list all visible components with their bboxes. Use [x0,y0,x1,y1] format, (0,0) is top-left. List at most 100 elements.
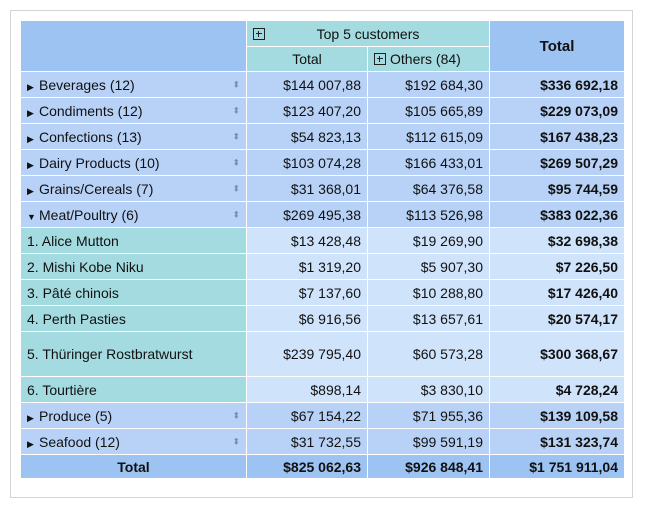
sort-icon[interactable]: ⬍ [232,209,240,219]
product-others-cell: $3 830,10 [368,377,490,403]
collapsed-arrow-icon[interactable]: ▶ [27,412,34,423]
others-cell: $71 955,36 [368,403,490,429]
product-others-cell: $19 269,90 [368,228,490,254]
product-grand-cell: $20 574,17 [490,306,625,332]
grand-total-cell: $131 323,74 [490,429,625,455]
total-cell: $67 154,22 [247,403,368,429]
sort-icon[interactable]: ⬍ [232,183,240,193]
product-label: 3. Pâté chinois [21,280,247,306]
sort-icon[interactable]: ⬍ [232,410,240,420]
others-cell: $113 526,98 [368,202,490,228]
product-others-cell: $13 657,61 [368,306,490,332]
product-row: 1. Alice Mutton $13 428,48 $19 269,90 $32 6… [21,228,625,254]
category-header-cell[interactable]: ▶ Dairy Products (10) ⬍ [21,150,247,176]
category-label: Seafood (12) [39,433,120,450]
category-label: Produce (5) [39,407,113,424]
category-header-cell[interactable]: ▶ Grains/Cereals (7) ⬍ [21,176,247,202]
grand-total-row: Total $825 062,63 $926 848,41 $1 751 911… [21,455,625,479]
category-row: ▶ Grains/Cereals (7) ⬍ $31 368,01 $64 376,58… [21,176,625,202]
product-grand-cell: $7 226,50 [490,254,625,280]
top-customers-label: Top 5 customers [316,25,420,42]
product-row: 4. Perth Pasties $6 916,56 $13 657,61 $20 5… [21,306,625,332]
sort-icon[interactable]: ⬍ [232,79,240,89]
collapsed-arrow-icon[interactable]: ▶ [27,81,34,92]
total-cell: $103 074,28 [247,150,368,176]
category-label: Confections (13) [39,128,142,145]
collapsed-arrow-icon[interactable]: ▶ [27,133,34,144]
pivot-table: Top 5 customers Total Total Others (84) … [21,21,625,479]
product-others-cell: $60 573,28 [368,332,490,377]
total-cell: $54 823,13 [247,124,368,150]
expand-others-icon[interactable] [374,53,386,65]
product-row: 3. Pâté chinois $7 137,60 $10 288,80 $17 42… [21,280,625,306]
product-label: 6. Tourtière [21,377,247,403]
category-label: Condiments (12) [39,102,143,119]
footer-others-cell: $926 848,41 [368,455,490,479]
sort-icon[interactable]: ⬍ [232,157,240,167]
product-grand-cell: $17 426,40 [490,280,625,306]
product-total-cell: $239 795,40 [247,332,368,377]
total-cell: $269 495,38 [247,202,368,228]
others-cell: $64 376,58 [368,176,490,202]
others-cell: $192 684,30 [368,72,490,98]
product-grand-cell: $300 368,67 [490,332,625,377]
collapsed-arrow-icon[interactable]: ▶ [27,159,34,170]
others-cell: $112 615,09 [368,124,490,150]
others-column-header[interactable]: Others (84) [368,47,490,72]
footer-grand-cell: $1 751 911,04 [490,455,625,479]
category-header-cell[interactable]: ▶ Confections (13) ⬍ [21,124,247,150]
collapsed-arrow-icon[interactable]: ▶ [27,107,34,118]
category-row: ▶ Confections (13) ⬍ $54 823,13 $112 615,09 $… [21,124,625,150]
product-total-cell: $6 916,56 [247,306,368,332]
top-customers-header[interactable]: Top 5 customers [247,21,490,47]
product-total-cell: $1 319,20 [247,254,368,280]
category-row: ▶ Seafood (12) ⬍ $31 732,55 $99 591,19 $131 3… [21,429,625,455]
grand-total-column-header: Total [490,21,625,72]
others-cell: $105 665,89 [368,98,490,124]
product-grand-cell: $4 728,24 [490,377,625,403]
category-label: Grains/Cereals (7) [39,180,154,197]
product-others-cell: $10 288,80 [368,280,490,306]
product-row: 2. Mishi Kobe Niku $1 319,20 $5 907,30 $7 2… [21,254,625,280]
others-label: Others (84) [390,51,461,67]
expanded-arrow-icon[interactable]: ▼ [27,211,36,222]
category-row: ▼ Meat/Poultry (6) ⬍ $269 495,38 $113 526,98… [21,202,625,228]
category-header-cell[interactable]: ▶ Condiments (12) ⬍ [21,98,247,124]
collapse-top-customers-icon[interactable] [253,28,265,40]
category-header-cell[interactable]: ▶ Beverages (12) ⬍ [21,72,247,98]
product-label: 2. Mishi Kobe Niku [21,254,247,280]
category-row: ▶ Beverages (12) ⬍ $144 007,88 $192 684,30 $3… [21,72,625,98]
corner-header [21,21,247,72]
total-cell: $123 407,20 [247,98,368,124]
product-label: 4. Perth Pasties [21,306,247,332]
total-cell: $31 368,01 [247,176,368,202]
grand-total-cell: $336 692,18 [490,72,625,98]
product-label: 1. Alice Mutton [21,228,247,254]
category-row: ▶ Produce (5) ⬍ $67 154,22 $71 955,36 $139 10… [21,403,625,429]
others-cell: $166 433,01 [368,150,490,176]
sort-icon[interactable]: ⬍ [232,105,240,115]
grand-total-label: Total [21,455,247,479]
product-others-cell: $5 907,30 [368,254,490,280]
product-total-cell: $13 428,48 [247,228,368,254]
total-cell: $144 007,88 [247,72,368,98]
grand-total-cell: $229 073,09 [490,98,625,124]
collapsed-arrow-icon[interactable]: ▶ [27,438,34,449]
others-cell: $99 591,19 [368,429,490,455]
category-label: Beverages (12) [39,76,135,93]
category-header-cell[interactable]: ▶ Produce (5) ⬍ [21,403,247,429]
collapsed-arrow-icon[interactable]: ▶ [27,185,34,196]
category-header-cell[interactable]: ▼ Meat/Poultry (6) ⬍ [21,202,247,228]
product-row: 5. Thüringer Rostbratwurst $239 795,40 $60… [21,332,625,377]
grand-total-cell: $95 744,59 [490,176,625,202]
grand-total-cell: $139 109,58 [490,403,625,429]
pivot-grid-frame: Top 5 customers Total Total Others (84) … [10,10,633,498]
category-label: Dairy Products (10) [39,154,160,171]
sort-icon[interactable]: ⬍ [232,436,240,446]
sort-icon[interactable]: ⬍ [232,131,240,141]
product-row: 6. Tourtière $898,14 $3 830,10 $4 728,24 [21,377,625,403]
category-header-cell[interactable]: ▶ Seafood (12) ⬍ [21,429,247,455]
category-label: Meat/Poultry (6) [39,206,139,223]
footer-total-cell: $825 062,63 [247,455,368,479]
product-grand-cell: $32 698,38 [490,228,625,254]
